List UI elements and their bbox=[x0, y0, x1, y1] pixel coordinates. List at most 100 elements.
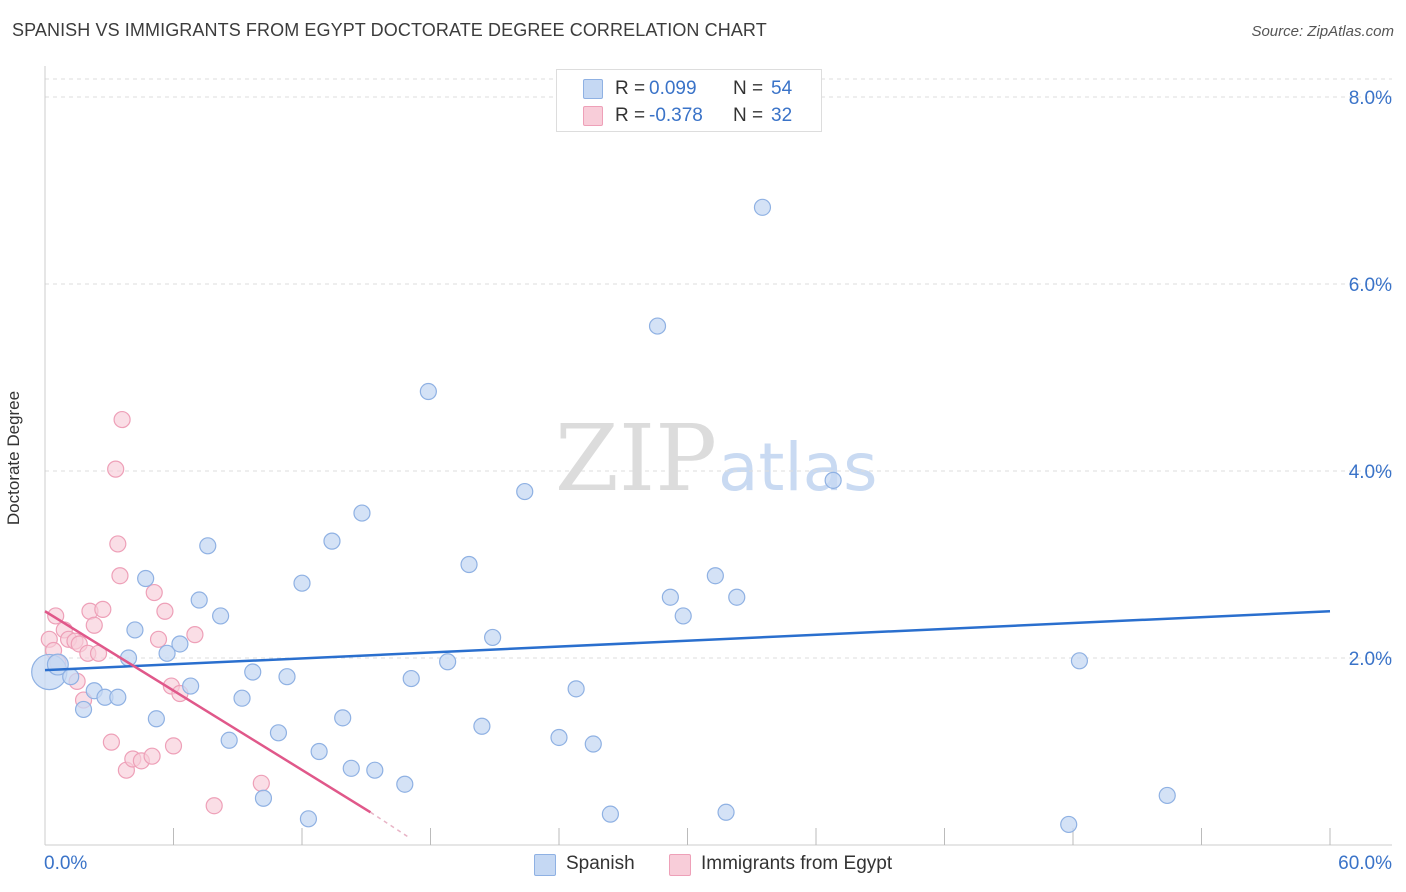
spanish-point[interactable] bbox=[439, 653, 457, 671]
spanish-point[interactable] bbox=[212, 607, 230, 625]
spanish-point[interactable] bbox=[254, 789, 273, 807]
spanish-point[interactable] bbox=[824, 471, 842, 489]
legend-swatch-spanish bbox=[583, 79, 603, 99]
spanish-point[interactable] bbox=[366, 761, 384, 779]
spanish-point[interactable] bbox=[171, 635, 189, 653]
series-swatch-spanish bbox=[534, 854, 556, 876]
egypt-point[interactable] bbox=[156, 602, 174, 620]
spanish-point[interactable] bbox=[419, 382, 437, 401]
spanish-point[interactable] bbox=[1060, 815, 1078, 834]
y-axis-label: Doctorate Degree bbox=[4, 390, 23, 526]
series-legend: Spanish Immigrants from Egypt bbox=[0, 852, 1406, 878]
spanish-point[interactable] bbox=[109, 688, 127, 706]
egypt-points bbox=[40, 410, 270, 815]
legend-n-value: 32 bbox=[771, 105, 793, 126]
egypt-point[interactable] bbox=[102, 733, 120, 751]
axes bbox=[44, 66, 1392, 846]
spanish-point[interactable] bbox=[717, 803, 735, 821]
correlation-legend: R = 0.099 N = 54 R = -0.378 N = 32 bbox=[556, 69, 822, 132]
x-tick-label: 60.0% bbox=[1338, 853, 1392, 874]
spanish-point[interactable] bbox=[190, 591, 208, 609]
series-label-egypt: Immigrants from Egypt bbox=[701, 853, 893, 874]
egypt-trend-line bbox=[44, 610, 372, 814]
spanish-point[interactable] bbox=[516, 482, 534, 501]
egypt-point[interactable] bbox=[164, 737, 183, 755]
spanish-point[interactable] bbox=[460, 555, 478, 574]
spanish-point[interactable] bbox=[661, 588, 679, 606]
egypt-point[interactable] bbox=[205, 797, 223, 815]
legend-swatch-egypt bbox=[583, 106, 603, 126]
egypt-point[interactable] bbox=[113, 410, 131, 429]
spanish-point[interactable] bbox=[233, 689, 251, 707]
spanish-point[interactable] bbox=[484, 628, 502, 647]
spanish-point[interactable] bbox=[1158, 786, 1176, 805]
spanish-point[interactable] bbox=[220, 731, 238, 749]
legend-n-label: N = bbox=[733, 78, 764, 99]
spanish-point[interactable] bbox=[567, 680, 585, 698]
spanish-trend-line bbox=[44, 610, 1331, 672]
spanish-point[interactable] bbox=[342, 759, 360, 777]
spanish-point[interactable] bbox=[182, 677, 200, 695]
spanish-point[interactable] bbox=[293, 574, 311, 592]
egypt-point[interactable] bbox=[143, 747, 161, 765]
legend-r-value: 0.099 bbox=[649, 78, 697, 99]
spanish-point[interactable] bbox=[753, 198, 772, 216]
x-tick-label: 0.0% bbox=[44, 853, 87, 874]
legend-row-spanish: R = 0.099 N = 54 bbox=[557, 76, 821, 100]
spanish-point[interactable] bbox=[323, 532, 341, 550]
spanish-point[interactable] bbox=[402, 669, 420, 688]
legend-r-value: -0.378 bbox=[649, 105, 703, 126]
spanish-point[interactable] bbox=[353, 504, 371, 522]
spanish-point[interactable] bbox=[126, 621, 144, 639]
spanish-point[interactable] bbox=[244, 663, 262, 681]
egypt-point[interactable] bbox=[149, 630, 168, 648]
spanish-point[interactable] bbox=[310, 742, 328, 761]
y-tick-label: 4.0% bbox=[1349, 462, 1392, 483]
spanish-point[interactable] bbox=[396, 775, 414, 793]
spanish-point[interactable] bbox=[706, 567, 724, 585]
watermark: ZIP atlas bbox=[555, 405, 878, 512]
spanish-point[interactable] bbox=[473, 717, 491, 735]
egypt-trend-extension bbox=[370, 811, 410, 839]
egypt-point[interactable] bbox=[145, 583, 163, 602]
y-tick-label: 6.0% bbox=[1349, 275, 1392, 296]
source-credit: Source: ZipAtlas.com bbox=[1251, 23, 1394, 40]
spanish-point[interactable] bbox=[1070, 652, 1089, 670]
y-tick-label: 2.0% bbox=[1349, 649, 1392, 670]
spanish-point[interactable] bbox=[728, 588, 746, 606]
spanish-point[interactable] bbox=[199, 537, 217, 555]
egypt-point[interactable] bbox=[85, 616, 103, 634]
egypt-point[interactable] bbox=[111, 567, 129, 585]
spanish-point[interactable] bbox=[550, 728, 568, 747]
egypt-point[interactable] bbox=[107, 460, 125, 478]
egypt-point[interactable] bbox=[252, 774, 270, 792]
spanish-point[interactable] bbox=[158, 644, 176, 662]
chart-title: SPANISH VS IMMIGRANTS FROM EGYPT DOCTORA… bbox=[12, 20, 767, 40]
watermark-zip: ZIP bbox=[555, 405, 717, 512]
spanish-point[interactable] bbox=[62, 668, 80, 686]
spanish-point[interactable] bbox=[278, 668, 296, 686]
egypt-point[interactable] bbox=[109, 535, 127, 553]
spanish-point[interactable] bbox=[674, 607, 692, 625]
tick-labels: 2.0% 4.0% 6.0% 8.0% 0.0% 60.0% bbox=[44, 88, 1392, 874]
legend-n-value: 54 bbox=[771, 78, 793, 99]
spanish-point[interactable] bbox=[74, 700, 93, 719]
spanish-point[interactable] bbox=[299, 810, 318, 828]
spanish-point[interactable] bbox=[584, 735, 602, 753]
spanish-point[interactable] bbox=[147, 710, 165, 728]
spanish-point[interactable] bbox=[648, 317, 667, 335]
spanish-point[interactable] bbox=[269, 724, 288, 742]
series-swatch-egypt bbox=[669, 854, 691, 876]
y-tick-label: 8.0% bbox=[1349, 88, 1392, 109]
watermark-atlas: atlas bbox=[718, 429, 878, 506]
legend-r-label: R = bbox=[615, 105, 646, 126]
spanish-point[interactable] bbox=[137, 569, 155, 588]
spanish-point[interactable] bbox=[334, 709, 352, 727]
egypt-point[interactable] bbox=[94, 600, 112, 618]
legend-row-egypt: R = -0.378 N = 32 bbox=[557, 103, 821, 127]
legend-n-label: N = bbox=[733, 105, 764, 126]
egypt-point[interactable] bbox=[186, 626, 204, 644]
spanish-point[interactable] bbox=[601, 805, 620, 823]
trend-lines bbox=[44, 610, 1331, 839]
